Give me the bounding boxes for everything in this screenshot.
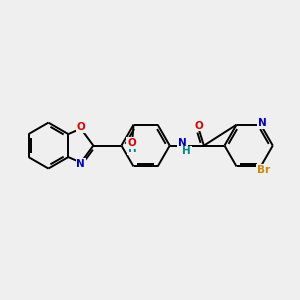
Text: Br: Br: [256, 165, 270, 175]
Text: N: N: [178, 138, 187, 148]
Text: N: N: [76, 159, 85, 169]
Text: O: O: [76, 122, 85, 132]
Text: O: O: [194, 121, 203, 130]
Text: H: H: [128, 144, 136, 154]
Text: N: N: [258, 118, 267, 128]
Text: O: O: [127, 138, 136, 148]
Text: H: H: [182, 146, 191, 157]
